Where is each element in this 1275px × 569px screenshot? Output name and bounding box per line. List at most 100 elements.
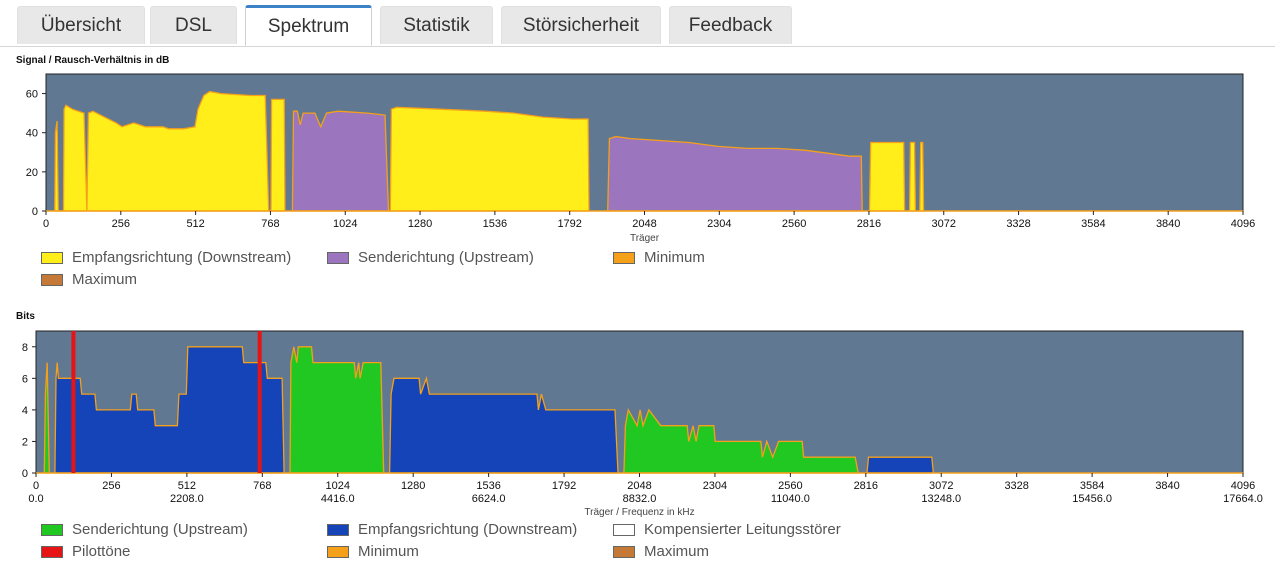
x-tick-label-7: 1792 bbox=[557, 218, 581, 230]
series-area-2 bbox=[289, 346, 385, 474]
bits-chart: 0 2 4 6 8 0 256 512 768 1024 1280 1536 1792 2048 2304 2… bbox=[22, 330, 1263, 518]
y-tick-label-1: 20 bbox=[26, 167, 38, 179]
series-area-2 bbox=[389, 106, 590, 212]
x-tick-label-16: 4096 bbox=[1231, 218, 1255, 230]
freq-tick-label-1: 2208.0 bbox=[170, 493, 204, 505]
series-area-4 bbox=[868, 141, 925, 212]
x-tick-label-4: 1024 bbox=[333, 218, 357, 230]
x-tick-label-0: 0 bbox=[33, 480, 39, 492]
legend-downstream: Empfangsrichtung (Downstream) bbox=[41, 249, 291, 266]
freq-tick-label-3: 6624.0 bbox=[472, 493, 506, 505]
legend-downstream-label: Empfangsrichtung (Downstream) bbox=[72, 249, 292, 266]
swatch-bits-maximum bbox=[613, 545, 635, 558]
legend-minimum: Minimum bbox=[613, 249, 705, 266]
freq-tick-label-0: 0.0 bbox=[28, 493, 43, 505]
freq-tick-label-5: 11040.0 bbox=[771, 493, 810, 505]
tab-feedback[interactable]: Feedback bbox=[669, 6, 792, 44]
legend-bits-downstream-label: Empfangsrichtung (Downstream) bbox=[358, 521, 578, 538]
x-tick-label-7: 1792 bbox=[552, 480, 576, 492]
series-area-3 bbox=[388, 375, 619, 474]
series-area-1 bbox=[54, 346, 285, 474]
x-tick-label-9: 2304 bbox=[703, 480, 727, 492]
x-tick-label-0: 0 bbox=[43, 218, 49, 230]
x-tick-label-13: 3328 bbox=[1004, 480, 1028, 492]
x-axis-label: Träger / Frequenz in kHz bbox=[584, 507, 694, 518]
x-tick-label-11: 2816 bbox=[857, 218, 881, 230]
freq-tick-label-4: 8832.0 bbox=[623, 493, 657, 505]
x-tick-label-6: 1536 bbox=[483, 218, 507, 230]
legend-upstream: Senderichtung (Upstream) bbox=[327, 249, 534, 266]
freq-tick-label-7: 15456.0 bbox=[1072, 493, 1112, 505]
tab-uebersicht[interactable]: Übersicht bbox=[17, 6, 145, 44]
series-area-1 bbox=[291, 110, 390, 212]
swatch-downstream bbox=[41, 251, 63, 264]
x-tick-label-8: 2048 bbox=[627, 480, 651, 492]
legend-minimum-label: Minimum bbox=[644, 249, 705, 266]
tab-dsl[interactable]: DSL bbox=[150, 6, 237, 44]
x-tick-label-12: 3072 bbox=[932, 218, 956, 230]
x-tick-label-4: 1024 bbox=[326, 480, 350, 492]
series-area-3 bbox=[607, 135, 863, 212]
legend-bits-maximum: Maximum bbox=[613, 543, 709, 560]
series-area-4 bbox=[623, 408, 859, 474]
legend-bits-maximum-label: Maximum bbox=[644, 543, 710, 560]
y-tick-label-0: 0 bbox=[22, 468, 28, 480]
x-tick-label-1: 256 bbox=[102, 480, 120, 492]
legend-bits-upstream: Senderichtung (Upstream) bbox=[41, 521, 248, 538]
x-tick-label-8: 2048 bbox=[632, 218, 656, 230]
x-tick-label-6: 1536 bbox=[476, 480, 500, 492]
freq-tick-label-6: 13248.0 bbox=[921, 493, 961, 505]
legend-bits-downstream: Empfangsrichtung (Downstream) bbox=[327, 521, 577, 538]
swatch-bits-minimum bbox=[327, 545, 349, 558]
y-tick-label-0: 0 bbox=[32, 206, 38, 218]
y-tick-label-3: 6 bbox=[22, 373, 28, 385]
swatch-bits-upstream bbox=[41, 523, 63, 536]
swatch-maximum bbox=[41, 273, 63, 286]
x-tick-label-10: 2560 bbox=[778, 480, 802, 492]
legend-compensated-label: Kompensierter Leitungsstörer bbox=[644, 521, 841, 538]
x-tick-label-10: 2560 bbox=[782, 218, 806, 230]
y-tick-label-2: 40 bbox=[26, 128, 38, 140]
tab-bar: Übersicht DSL Spektrum Statistik Störsic… bbox=[0, 0, 1275, 47]
snr-chart-title: Signal / Rausch-Verhältnis in dB bbox=[16, 55, 170, 66]
x-tick-label-2: 512 bbox=[178, 480, 196, 492]
x-tick-label-3: 768 bbox=[253, 480, 271, 492]
pilot-tone-0 bbox=[71, 331, 76, 473]
swatch-upstream bbox=[327, 251, 349, 264]
y-tick-label-1: 2 bbox=[22, 436, 28, 448]
swatch-compensated bbox=[613, 523, 635, 536]
x-tick-label-13: 3328 bbox=[1006, 218, 1030, 230]
snr-chart: 0 20 40 60 0 256 512 768 1024 1280 1536 1792 2048 230… bbox=[26, 73, 1255, 244]
x-tick-label-14: 3584 bbox=[1081, 218, 1105, 230]
y-tick-label-2: 4 bbox=[22, 405, 28, 417]
swatch-bits-downstream bbox=[327, 523, 349, 536]
swatch-minimum bbox=[613, 251, 635, 264]
legend-bits-upstream-label: Senderichtung (Upstream) bbox=[72, 521, 248, 538]
legend-upstream-label: Senderichtung (Upstream) bbox=[358, 249, 534, 266]
series-area-5 bbox=[866, 456, 935, 474]
x-tick-label-12: 3072 bbox=[929, 480, 953, 492]
x-tick-label-1: 256 bbox=[112, 218, 130, 230]
y-tick-label-4: 8 bbox=[22, 342, 28, 354]
legend-bits-minimum-label: Minimum bbox=[358, 543, 419, 560]
y-tick-label-3: 60 bbox=[26, 89, 38, 101]
x-tick-label-14: 3584 bbox=[1080, 480, 1104, 492]
x-tick-label-16: 4096 bbox=[1231, 480, 1255, 492]
tab-stoersicherheit[interactable]: Störsicherheit bbox=[501, 6, 661, 44]
freq-tick-label-2: 4416.0 bbox=[321, 493, 355, 505]
x-tick-label-3: 768 bbox=[261, 218, 279, 230]
x-tick-label-15: 3840 bbox=[1155, 480, 1179, 492]
legend-compensated: Kompensierter Leitungsstörer bbox=[613, 521, 841, 538]
x-axis-label: Träger bbox=[630, 233, 660, 244]
legend-maximum-label: Maximum bbox=[72, 271, 138, 288]
tab-spektrum[interactable]: Spektrum bbox=[245, 5, 372, 46]
legend-pilot: Pilottöne bbox=[41, 543, 130, 560]
x-tick-label-2: 512 bbox=[186, 218, 204, 230]
legend-bits-minimum: Minimum bbox=[327, 543, 419, 560]
x-tick-label-9: 2304 bbox=[707, 218, 731, 230]
swatch-pilot bbox=[41, 545, 63, 558]
tab-statistik[interactable]: Statistik bbox=[380, 6, 493, 44]
legend-maximum: Maximum bbox=[41, 271, 137, 288]
pilot-tone-1 bbox=[257, 331, 262, 473]
freq-tick-label-8: 17664.0 bbox=[1223, 493, 1263, 505]
